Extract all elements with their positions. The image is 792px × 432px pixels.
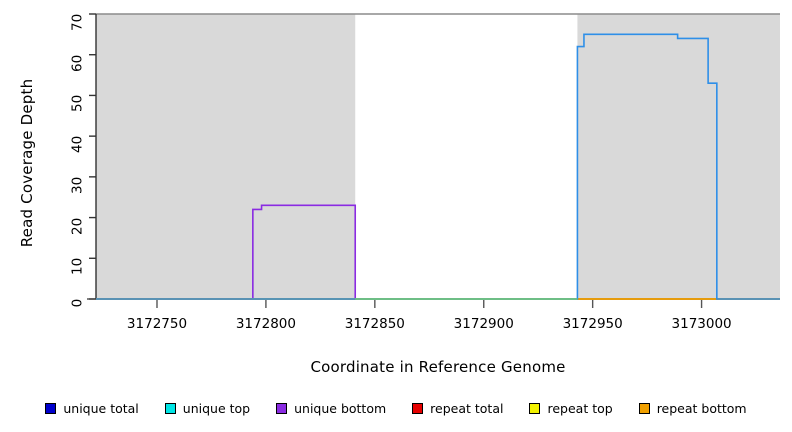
x-tick-label: 3172850: [344, 316, 405, 332]
series-line: [96, 33, 780, 300]
legend-swatch-icon: [164, 402, 176, 414]
y-tick-label-text: 50: [69, 95, 86, 113]
legend-label: unique bottom: [294, 400, 387, 416]
y-tick-label-text: 20: [69, 217, 86, 235]
y-tick-label: 10: [32, 251, 85, 275]
y-tick-label-text: 30: [69, 176, 86, 194]
y-tick-label: 40: [32, 129, 85, 153]
legend-item[interactable]: repeat total: [412, 402, 503, 415]
y-tick-label-text: 60: [69, 54, 86, 72]
y-tick-label: 70: [32, 7, 85, 31]
y-tick-label: 50: [32, 88, 85, 112]
legend-item[interactable]: repeat bottom: [638, 400, 747, 416]
shaded-region: [96, 14, 356, 299]
y-tick-label: 30: [32, 170, 85, 194]
legend-item[interactable]: unique total: [45, 400, 139, 416]
legend-label: unique total: [63, 400, 139, 416]
legend-label: unique top: [182, 400, 251, 416]
x-tick-label: 3172950: [562, 316, 623, 332]
y-tick-label: 20: [32, 211, 85, 234]
y-tick-label: 0: [32, 292, 85, 308]
x-tick-label: 3172750: [126, 316, 188, 332]
y-tick-label-text: 70: [69, 13, 86, 31]
x-tick-label: 3172900: [453, 316, 514, 332]
legend-swatch-icon: [276, 402, 288, 414]
legend-item[interactable]: unique bottom: [276, 402, 386, 415]
legend-swatch-icon: [529, 402, 541, 414]
legend-label: repeat bottom: [656, 400, 747, 416]
chart-legend: unique total unique top unique bottom repea…: [0, 396, 792, 420]
legend-swatch-icon: [45, 402, 57, 414]
y-tick-label-text: 40: [69, 135, 86, 154]
y-tick-label: 60: [32, 48, 85, 71]
x-tick-label: 3172800: [235, 316, 296, 332]
legend-swatch-icon: [638, 402, 650, 414]
legend-swatch-icon: [412, 402, 424, 414]
legend-label: repeat top: [547, 400, 613, 416]
legend-label: repeat total: [430, 400, 504, 416]
y-tick-label-text: 0: [69, 298, 86, 308]
series-line: [96, 204, 780, 300]
x-tick-label: 3173000: [671, 316, 732, 332]
shaded-region: [577, 14, 780, 299]
y-tick-label-text: 10: [69, 258, 86, 276]
x-axis-title: Coordinate in Reference Genome: [310, 358, 566, 376]
legend-item[interactable]: unique top: [164, 400, 251, 416]
legend-item[interactable]: repeat top: [529, 400, 613, 416]
